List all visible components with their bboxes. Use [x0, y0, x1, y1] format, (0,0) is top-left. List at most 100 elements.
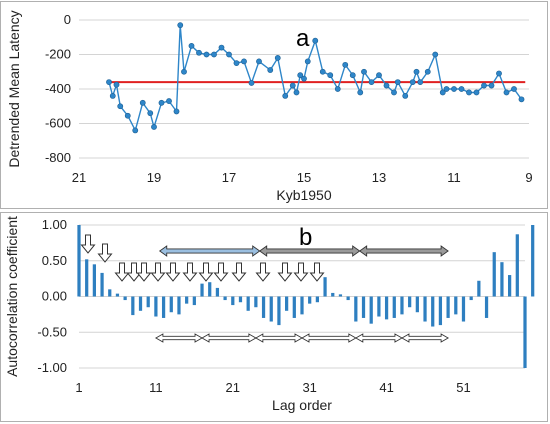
bar [254, 296, 258, 308]
bar [492, 252, 496, 297]
data-point [109, 93, 116, 99]
data-point [188, 42, 195, 49]
x-tick-label: 17 [222, 170, 236, 185]
data-point [297, 72, 304, 79]
bar [261, 296, 266, 318]
y-tick-label: 0.50 [42, 253, 67, 268]
down-arrow-icon [309, 262, 325, 282]
bar [215, 287, 220, 297]
down-arrow-icon [165, 262, 181, 282]
data-point [248, 80, 255, 86]
bar [438, 296, 443, 326]
data-point [413, 68, 420, 75]
data-point [394, 79, 401, 85]
x-tick-label: 21 [226, 380, 240, 395]
y-tick-label: -0.50 [37, 324, 67, 339]
data-point [458, 86, 465, 92]
bar [154, 296, 158, 317]
bar [100, 272, 104, 297]
data-point [473, 89, 480, 96]
bar [161, 296, 166, 318]
data-point [432, 51, 439, 58]
x-tick-label: 11 [447, 170, 461, 185]
data-point [349, 72, 356, 79]
data-point [518, 96, 525, 103]
y-axis-label: Autocorrelation coefficient [4, 216, 20, 377]
data-point [443, 86, 450, 92]
range-arrow-white [254, 333, 303, 343]
data-point [151, 124, 157, 130]
bar [346, 296, 350, 301]
data-point [289, 82, 296, 89]
data-point [342, 61, 349, 68]
data-point [376, 72, 382, 79]
bar [361, 296, 366, 318]
x-tick-label: 13 [372, 170, 386, 185]
down-arrow-icon [114, 262, 130, 282]
data-point [233, 60, 240, 67]
panel-b: 1.00 0.50 0.00 -0.50 -1.00 1 11 21 31 41 51 Lag ord… [0, 212, 548, 422]
data-point [282, 93, 289, 99]
down-arrow-icon [126, 262, 142, 282]
bar [169, 296, 173, 313]
bar [85, 259, 89, 297]
data-point [327, 72, 334, 79]
data-point [274, 55, 281, 61]
y-tick-label: -400 [45, 81, 71, 96]
bar [354, 296, 358, 322]
bar [508, 275, 512, 297]
x-tick-label: 51 [456, 380, 470, 395]
bar [323, 277, 327, 297]
x-tick-label: 15 [297, 170, 311, 185]
bar [484, 296, 489, 318]
bar [300, 296, 304, 315]
bar [292, 296, 296, 318]
bar [415, 296, 419, 313]
x-tick-label: 21 [72, 170, 86, 185]
bar [431, 296, 435, 327]
bar [461, 296, 466, 322]
y-axis-label: Detrended Mean Latency [6, 10, 22, 167]
bar [500, 262, 504, 297]
data-point [361, 68, 367, 75]
bar [408, 296, 412, 308]
data-point [158, 99, 165, 106]
x-tick-label: 31 [302, 380, 316, 395]
bar [238, 296, 243, 303]
bar [131, 296, 135, 316]
panel-a: 0 -200 -400 -600 -800 21 19 17 15 13 11 9 Kyb1950 Det… [0, 1, 548, 209]
bar [377, 296, 381, 317]
x-axis-label: Lag order [272, 397, 332, 413]
range-arrow-blue [158, 245, 261, 257]
data-point [466, 89, 472, 96]
bar [477, 280, 481, 297]
data-point [124, 112, 131, 119]
y-tick-label: -600 [45, 116, 71, 131]
down-arrow-icon [255, 262, 271, 282]
range-arrow-white [154, 333, 203, 343]
bar [223, 296, 227, 301]
data-point [357, 89, 364, 96]
data-point [383, 82, 390, 89]
bar [338, 294, 343, 297]
data-point [488, 82, 495, 89]
data-point [211, 51, 217, 58]
data-point [166, 98, 172, 104]
data-point [132, 127, 139, 134]
data-point [409, 79, 416, 85]
y-tick-label: -1.00 [37, 360, 67, 375]
range-arrow-white [401, 333, 450, 343]
bar [115, 293, 120, 297]
bar [400, 296, 404, 315]
bar [285, 296, 289, 311]
down-arrow-icon [97, 243, 113, 263]
bar [446, 296, 450, 318]
x-axis-label: Kyb1950 [276, 187, 331, 203]
x-tick-label: 41 [379, 380, 393, 395]
data-point [496, 70, 502, 77]
bar [208, 282, 212, 297]
bar [269, 296, 273, 322]
bar [200, 283, 204, 297]
